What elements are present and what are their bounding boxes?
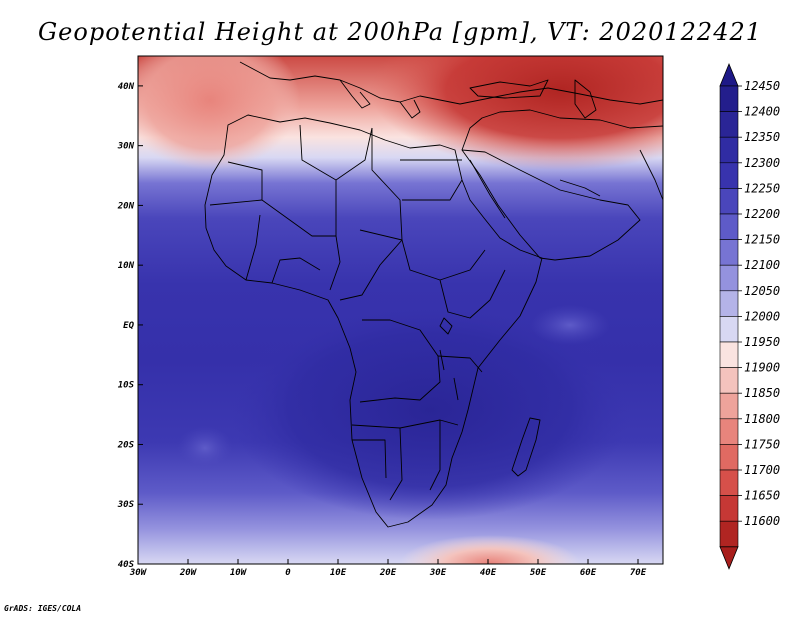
lat-tick-label: 40S bbox=[118, 560, 135, 570]
colorbar-label: 11950 bbox=[744, 335, 780, 349]
lon-tick-label: 40E bbox=[480, 568, 497, 578]
colorbar-label: 11850 bbox=[744, 386, 780, 400]
colorbar-label: 12450 bbox=[744, 79, 780, 93]
colorbar-label: 11900 bbox=[744, 361, 780, 375]
colorbar-label: 12050 bbox=[744, 284, 780, 298]
lon-tick-label: 50E bbox=[530, 568, 547, 578]
colorbar-label: 11700 bbox=[744, 463, 780, 477]
colorbar-label: 11600 bbox=[744, 514, 780, 528]
colorbar-label: 12250 bbox=[744, 181, 780, 195]
lon-tick-label: 30W bbox=[129, 568, 148, 578]
colorbar-label: 11750 bbox=[744, 437, 780, 451]
colorbar: 12450 12400 12350 12300 12250 12200 12150 12100… bbox=[719, 62, 780, 570]
colorbar-swatch bbox=[719, 495, 739, 522]
colorbar-label: 12300 bbox=[744, 156, 780, 170]
lon-tick-label: 20E bbox=[379, 568, 397, 578]
grads-credit: GrADS: IGES/COLA bbox=[4, 604, 82, 613]
colorbar-swatch bbox=[719, 239, 739, 266]
colorbar-swatch bbox=[719, 111, 739, 138]
lat-tick-label: 20N bbox=[117, 201, 135, 211]
colorbar-label: 12100 bbox=[744, 258, 780, 272]
colorbar-swatch bbox=[719, 136, 739, 164]
colorbar-swatch bbox=[719, 264, 739, 292]
colorbar-swatch bbox=[719, 162, 739, 189]
colorbar-swatch bbox=[719, 85, 739, 112]
colorbar-swatch bbox=[719, 213, 739, 240]
colorbar-swatch bbox=[719, 444, 739, 471]
lat-tick-label: 20S bbox=[117, 440, 135, 450]
lon-tick-label: 70E bbox=[630, 568, 647, 578]
colorbar-label: 11650 bbox=[744, 489, 780, 503]
map-frame bbox=[137, 55, 664, 565]
colorbar-swatch bbox=[719, 392, 739, 420]
colorbar-label: 12400 bbox=[744, 105, 780, 119]
colorbar-swatch bbox=[719, 341, 739, 368]
colorbar-swatch bbox=[719, 290, 739, 317]
lon-tick-label: 10E bbox=[330, 568, 347, 578]
colorbar-swatch bbox=[719, 367, 739, 394]
colorbar-label: 12150 bbox=[744, 233, 780, 247]
colorbar-swatch bbox=[719, 316, 739, 343]
lat-tick-label: 30S bbox=[117, 500, 135, 510]
lat-tick-label: EQ bbox=[123, 321, 134, 331]
coastlines bbox=[204, 61, 663, 528]
height-field bbox=[138, 56, 663, 564]
lat-tick-label: 30N bbox=[117, 142, 135, 152]
lat-tick-label: 40N bbox=[118, 82, 135, 92]
lon-tick-label: 20W bbox=[179, 568, 198, 578]
lon-tick-label: 10W bbox=[230, 568, 248, 578]
lon-tick-label: 30E bbox=[429, 568, 447, 578]
colorbar-label: 12000 bbox=[744, 309, 780, 323]
lon-tick-label: 0 bbox=[285, 568, 291, 578]
lon-tick-label: 60E bbox=[580, 568, 597, 578]
colorbar-label: 11800 bbox=[744, 412, 780, 426]
colorbar-bottom-arrow bbox=[719, 546, 739, 570]
lon-axis: 30W 20W 10W 0 10E 20E 30E 40E 50E 60E 70E bbox=[129, 559, 647, 578]
colorbar-swatch bbox=[719, 469, 739, 496]
colorbar-label: 12200 bbox=[744, 207, 780, 221]
colorbar-swatch bbox=[719, 520, 739, 548]
chart-title: Geopotential Height at 200hPa [gpm], VT:… bbox=[38, 18, 762, 46]
colorbar-swatch bbox=[719, 418, 739, 445]
colorbar-top-arrow bbox=[719, 62, 739, 87]
colorbar-swatch bbox=[719, 188, 739, 215]
lat-tick-label: 10S bbox=[118, 381, 135, 391]
lat-axis: 40N 30N 20N 10N EQ 10S 20S 30S 40S bbox=[117, 82, 143, 570]
lat-tick-label: 10N bbox=[118, 261, 135, 271]
colorbar-label: 12350 bbox=[744, 130, 780, 144]
